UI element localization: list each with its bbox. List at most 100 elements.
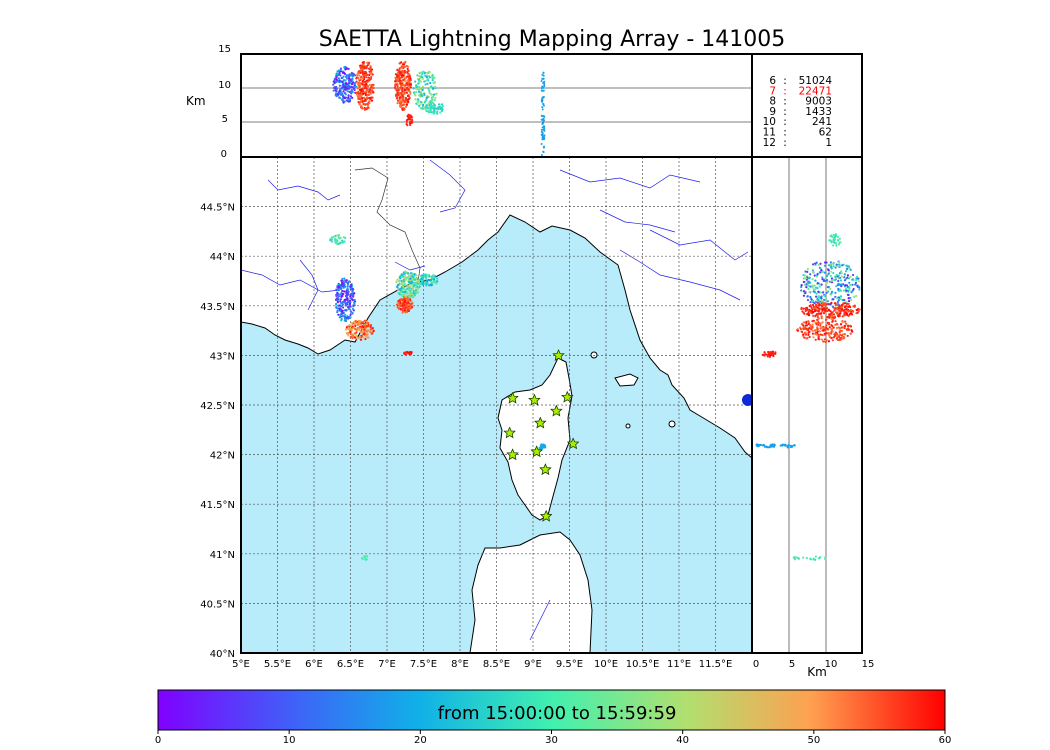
lightning-source [339, 309, 342, 312]
lightning-source [825, 324, 828, 327]
lightning-source [817, 290, 820, 293]
lightning-source [348, 100, 351, 103]
lightning-source [811, 286, 814, 289]
lightning-source [761, 353, 764, 356]
lightning-source [424, 79, 427, 82]
lightning-source [830, 317, 833, 320]
lightning-source [843, 336, 846, 339]
lightning-source [345, 328, 348, 331]
lightning-source [814, 314, 817, 317]
lightning-source [542, 122, 545, 125]
lightning-source [787, 445, 790, 448]
lightning-source [800, 307, 803, 311]
lightning-source [839, 323, 843, 326]
lightning-source [846, 276, 849, 279]
lightning-source [415, 102, 418, 105]
lightning-source [395, 89, 398, 92]
lon-tick-label: 6.5°E [337, 659, 364, 670]
lightning-source [423, 101, 426, 104]
lightning-source [361, 336, 365, 339]
lightning-source [832, 336, 835, 339]
lightning-source [836, 235, 840, 238]
lightning-source [403, 298, 406, 301]
lightning-source [831, 314, 834, 317]
lightning-source [410, 283, 414, 286]
lightning-source [363, 556, 366, 560]
lightning-source [849, 283, 852, 287]
lightning-source [829, 261, 832, 264]
lightning-source [811, 323, 814, 326]
lightning-source [542, 120, 545, 123]
lightning-source [359, 331, 363, 334]
lightning-source [329, 238, 332, 241]
lightning-source [768, 355, 772, 358]
lightning-source [840, 304, 843, 307]
lightning-source [842, 289, 846, 292]
lightning-source [345, 279, 348, 282]
lightning-source [352, 74, 355, 77]
lightning-source [365, 324, 368, 328]
lightning-source [800, 285, 803, 289]
lightning-source [369, 324, 373, 327]
lightning-source [420, 274, 423, 277]
lightning-source [338, 316, 341, 319]
lightning-source [404, 86, 407, 89]
lightning-source [832, 265, 835, 268]
lightning-source [400, 297, 403, 301]
lightning-source [824, 558, 827, 561]
lightning-source [419, 87, 422, 90]
lightning-source [338, 84, 341, 87]
lightning-source [836, 323, 839, 326]
lightning-source [350, 82, 354, 86]
lightning-source [811, 332, 815, 335]
lightning-source [807, 313, 810, 317]
lightning-source [360, 106, 364, 109]
lightning-source [433, 276, 436, 279]
colorbar: from 15:00:00 to 15:59:59 0 10 20 30 40 50 60 [155, 689, 951, 746]
lightning-source [432, 81, 435, 84]
lightning-source [805, 321, 808, 325]
lightning-source [343, 319, 346, 322]
lightning-source [412, 285, 415, 288]
lightning-source [401, 282, 404, 285]
lightning-source [800, 289, 803, 292]
lightning-source [816, 312, 819, 316]
station-number: 11 [763, 127, 776, 139]
lightning-source [334, 237, 337, 240]
lightning-source [808, 309, 811, 312]
lightning-source [814, 279, 817, 282]
lightning-source [428, 100, 431, 103]
lightning-source [357, 328, 360, 331]
lightning-source [408, 75, 412, 78]
lightning-source [439, 111, 442, 114]
colorbar-tick-label: 0 [155, 735, 161, 746]
lightning-source [430, 275, 433, 278]
lightning-source [351, 298, 354, 301]
lightning-source [330, 236, 334, 239]
lightning-source [418, 285, 421, 288]
lightning-source [404, 270, 407, 273]
lightning-source [827, 340, 831, 343]
lightning-source [403, 88, 406, 91]
lightning-source [404, 290, 407, 293]
lightning-source [804, 331, 807, 334]
lightning-source [362, 86, 365, 89]
lightning-source [811, 284, 814, 287]
lightning-source [409, 352, 413, 355]
lightning-source [395, 281, 398, 284]
lightning-source [351, 81, 355, 84]
lightning-source [815, 261, 818, 264]
lightning-source [799, 327, 802, 331]
station-sep: : [783, 96, 787, 108]
lightning-source [772, 354, 775, 358]
lightning-source [846, 302, 849, 305]
lightning-source [818, 303, 821, 307]
lightning-source [399, 77, 402, 80]
lightning-source [437, 103, 441, 106]
lightning-source [846, 267, 849, 271]
lon-tick-label: 8.5°E [483, 659, 510, 670]
lightning-source [370, 332, 373, 335]
lightning-source [816, 298, 819, 301]
lightning-source [540, 446, 543, 450]
lightning-source [353, 301, 356, 304]
